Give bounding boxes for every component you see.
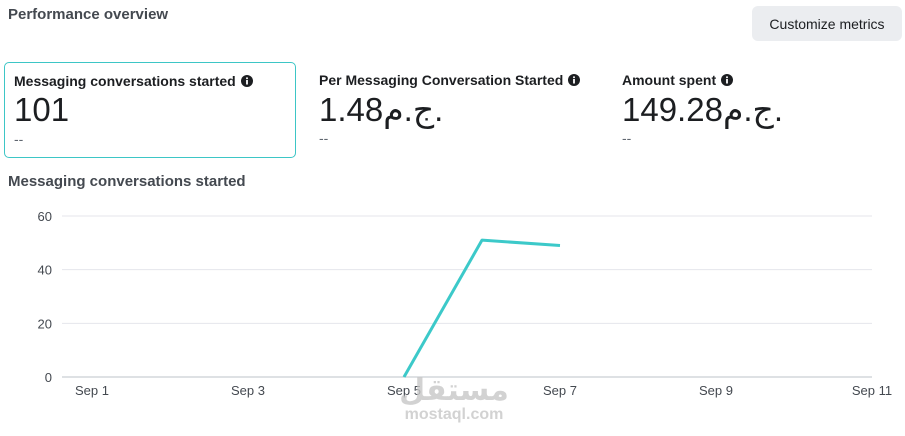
metric-comparison: --: [319, 130, 329, 146]
metric-label: Per Messaging Conversation Started: [319, 72, 581, 88]
y-tick-label: 60: [38, 209, 52, 224]
customize-metrics-button[interactable]: Customize metrics: [752, 6, 902, 41]
metric-label: Amount spent: [622, 72, 734, 88]
chart-title: Messaging conversations started: [8, 173, 246, 190]
metric-label-text: Messaging conversations started: [14, 73, 236, 89]
y-tick-label: 0: [45, 370, 52, 385]
watermark-arabic: مستقل: [399, 374, 509, 407]
chart: 0 20 40 60 Sep 1 Sep 3 Sep 5 Sep 7 Sep 9 Sep 11: [38, 209, 893, 398]
watermark: مستقل mostaql.com: [398, 376, 510, 424]
x-tick-label: Sep 11: [852, 383, 892, 398]
x-tick-label: Sep 9: [699, 383, 733, 398]
metric-value: 101: [14, 91, 70, 128]
metric-card[interactable]: Messaging conversations started 101 --: [4, 62, 296, 158]
watermark-latin: mostaql.com: [404, 406, 504, 423]
x-tick-label: Sep 1: [75, 383, 109, 398]
metric-card[interactable]: Per Messaging Conversation Started 1.48ج.…: [310, 62, 602, 158]
metric-value: 1.48ج.م.: [319, 91, 444, 128]
x-tick-label: Sep 5: [387, 383, 421, 398]
metric-label-text: Per Messaging Conversation Started: [319, 72, 564, 88]
metric-label-text: Amount spent: [622, 72, 717, 88]
y-tick-label: 40: [38, 263, 52, 278]
page-title: Performance overview: [8, 6, 169, 23]
metric-value: 149.28ج.م.: [622, 91, 784, 128]
x-tick-label: Sep 3: [231, 383, 265, 398]
info-icon[interactable]: [240, 75, 253, 87]
metric-card[interactable]: Amount spent 149.28ج.م. --: [613, 62, 905, 158]
x-tick-label: Sep 7: [543, 383, 577, 398]
info-icon[interactable]: [721, 74, 734, 86]
metric-comparison: --: [14, 131, 24, 147]
info-icon[interactable]: [568, 74, 581, 86]
data-line: [402, 238, 561, 378]
y-tick-label: 20: [38, 316, 52, 331]
metric-comparison: --: [622, 130, 632, 146]
metric-label: Messaging conversations started: [14, 73, 253, 89]
